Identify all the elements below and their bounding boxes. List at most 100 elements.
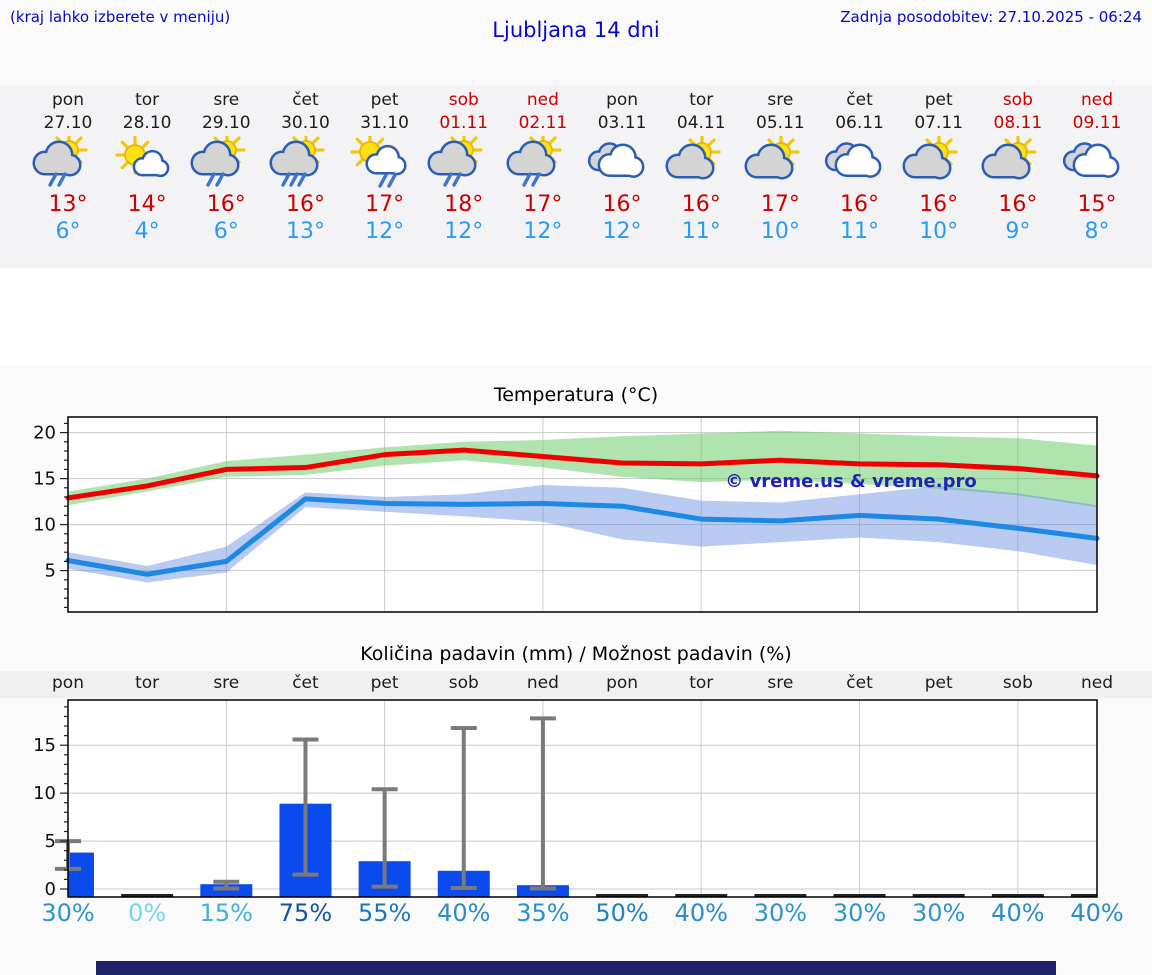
day-name: ned [1080,90,1114,110]
forecast-day-column: ned 02.11 17° 12° [503,85,582,245]
forecast-day-column: pet 31.10 17° 12° [345,85,424,245]
location-menu-hint: (kraj lahko izberete v meniju) [10,8,231,26]
day-date: 07.11 [914,113,964,133]
precip-day-label: tor [135,673,160,693]
precip-day-label: pon [52,673,84,693]
precipitation-probability-row: 30% 0% 15% 75% 55% 40% 35% 50% 40% 30% 30% 30% 40% 40… [0,899,1152,937]
svg-text:15: 15 [33,735,56,756]
precip-day-label: ned [526,673,559,693]
temp-max: 16° [602,192,642,217]
day-date: 09.11 [1072,113,1122,133]
cloudy-icon [820,136,899,190]
day-date: 08.11 [993,113,1043,133]
day-name: pon [606,90,639,110]
precip-day-label: ned [1080,673,1114,693]
precip-probability: 40% [1070,899,1124,927]
precip-probability: 15% [199,899,253,927]
forecast-strip: pon 27.10 13° 6° tor 28.10 14° 4° sre 29.10 16° 6° č… [0,85,1152,268]
day-date: 28.10 [122,113,172,133]
forecast-day-column: čet 30.10 16° 13° [266,85,345,245]
forecast-day-column: ned 09.11 15° 8° [1058,85,1137,245]
precip-day-label: pet [924,673,953,693]
sun-cloud-heavy-rain-icon [266,136,345,190]
precipitation-chart-title: Količina padavin (mm) / Možnost padavin … [360,643,792,665]
forecast-day-column: sob 08.11 16° 9° [978,85,1057,245]
page-title: Ljubljana 14 dni [492,18,660,42]
day-date: 05.11 [756,113,805,133]
temp-min: 11° [840,219,880,244]
precipitation-day-labels: pon tor sre čet pet sob ned pon tor sre čet pet sob n… [0,671,1152,698]
precip-day-label: sob [448,673,479,693]
cloudy-icon [583,136,662,190]
svg-text:10: 10 [33,783,56,804]
day-name: čet [846,90,873,110]
day-name: sob [448,90,479,110]
temp-min: 4° [134,219,160,244]
svg-text:15: 15 [33,469,56,490]
precip-probability: 35% [516,899,570,927]
watermark: © vreme.us & vreme.pro [725,471,976,492]
temp-max: 16° [681,192,721,217]
day-date: 29.10 [201,113,251,133]
svg-text:5: 5 [45,831,56,852]
svg-text:5: 5 [45,561,56,582]
day-date: 02.11 [518,113,568,133]
temp-max: 16° [998,192,1038,217]
footer-bar [96,961,1056,975]
temp-min: 12° [365,219,405,244]
temperature-chart-title: Temperatura (°C) [493,384,659,406]
temp-max: 17° [365,192,405,217]
spacer [0,268,1152,365]
forecast-day-column: čet 06.11 16° 11° [820,85,899,245]
precip-probability: 30% [41,899,95,927]
sun-small-cloud-icon [108,136,187,190]
forecast-day-column: tor 04.11 16° 11° [662,85,741,245]
cloudy-icon [1058,136,1137,190]
precip-day-label: sob [1002,673,1033,693]
day-date: 30.10 [281,113,330,133]
precip-day-label: čet [846,673,873,693]
precip-probability: 75% [278,899,333,927]
sun-whitecloud-rain-icon [345,136,424,190]
precip-day-label: pon [606,673,639,693]
temp-min: 11° [681,219,721,244]
sun-cloud-icon [662,136,741,190]
svg-text:0: 0 [45,879,56,899]
day-name: pet [370,90,399,110]
precip-probability: 30% [753,899,808,927]
day-name: pon [52,90,84,110]
forecast-day-column: sob 01.11 18° 12° [424,85,503,245]
precip-probability: 30% [832,899,887,927]
precip-probability: 30% [912,899,966,927]
day-date: 27.10 [43,113,93,133]
temp-max: 16° [285,192,325,217]
temp-max: 17° [523,192,563,217]
precip-probability: 55% [357,899,412,927]
day-name: sre [213,90,240,110]
precip-probability: 40% [674,899,728,927]
temp-min: 12° [444,219,484,244]
temp-min: 6° [55,219,81,244]
last-updated: Zadnja posodobitev: 27.10.2025 - 06:24 [840,8,1142,26]
sun-cloud-rain-icon [503,136,582,190]
precip-day-label: sre [767,673,794,693]
svg-text:10: 10 [33,515,56,536]
forecast-day-column: tor 28.10 14° 4° [108,85,187,245]
precip-probability: 40% [991,899,1045,927]
forecast-day-column: sre 29.10 16° 6° [187,85,266,245]
day-name: sob [1002,90,1033,110]
forecast-day-column: pon 03.11 16° 12° [583,85,662,245]
precip-day-label: pet [370,673,399,693]
day-name: ned [526,90,559,110]
svg-text:20: 20 [33,423,56,444]
precip-day-label: čet [292,673,319,693]
day-name: tor [689,90,714,110]
day-date: 31.10 [360,113,409,133]
temp-max: 14° [127,192,167,217]
day-date: 06.11 [835,113,884,133]
day-name: čet [292,90,319,110]
temp-max: 16° [206,192,246,217]
day-name: tor [135,90,160,110]
precip-probability: 0% [128,899,167,927]
day-date: 01.11 [439,113,489,133]
